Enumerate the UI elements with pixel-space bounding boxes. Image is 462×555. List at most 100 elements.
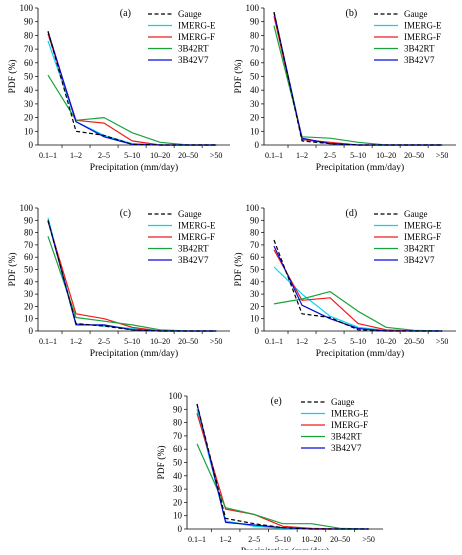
x-tick-label: 2–5: [324, 337, 336, 346]
y-tick-label: 30: [24, 289, 34, 299]
y-axis-title: PDF (%): [156, 445, 167, 479]
x-tick-label: 2–5: [98, 337, 110, 346]
x-tick-label: 1–2: [220, 535, 232, 544]
x-tick-label: 0.1–1: [39, 337, 57, 346]
x-tick-label: 20–50: [178, 151, 198, 160]
y-tick-label: 60: [24, 252, 34, 262]
legend-label: 3B42RT: [178, 244, 209, 254]
chart-panel: 0 10 20 30 40 50 60 70 80 90 100 0.1–1 1–2 2–5 5–10 10–…: [233, 3, 456, 173]
legend-label: 3B42V7: [404, 55, 435, 65]
legend-label: Gauge: [178, 209, 202, 219]
legend-label: IMERG-E: [404, 21, 442, 31]
panel-label: (c): [120, 208, 131, 219]
y-tick-label: 100: [246, 203, 260, 213]
y-axis-title: PDF (%): [233, 59, 244, 93]
y-tick-label: 10: [173, 511, 183, 521]
x-tick-label: 5–10: [124, 151, 140, 160]
x-tick-label: 10–20: [301, 535, 321, 544]
legend-label: IMERG-F: [178, 232, 215, 242]
y-tick-label: 0: [29, 140, 34, 150]
legend-label: IMERG-F: [331, 420, 368, 430]
x-tick-label: 5–10: [350, 151, 366, 160]
x-axis-title: Precipitation (mm/day): [90, 348, 178, 359]
y-tick-label: 30: [250, 99, 260, 109]
y-tick-label: 10: [24, 126, 34, 136]
y-tick-label: 90: [173, 404, 183, 414]
x-axis-title: Precipitation (mm/day): [316, 348, 404, 359]
legend-label: IMERG-F: [404, 232, 441, 242]
series-line-gauge: [196, 403, 369, 530]
y-axis-title: PDF (%): [7, 59, 18, 93]
x-axis-title: Precipitation (mm/day): [316, 162, 404, 173]
y-tick-label: 90: [24, 17, 34, 27]
legend-label: IMERG-E: [178, 21, 216, 31]
y-tick-label: 50: [250, 72, 260, 82]
legend-label: 3B42V7: [178, 55, 209, 65]
x-tick-label: 20–50: [404, 337, 424, 346]
panel-label: (a): [120, 8, 131, 19]
panel-label: (d): [346, 208, 358, 219]
x-tick-label: 1–2: [70, 337, 82, 346]
x-tick-label: 10–20: [376, 151, 396, 160]
legend-label: 3B42V7: [178, 255, 209, 265]
y-tick-label: 20: [173, 497, 183, 507]
y-tick-label: 30: [250, 289, 260, 299]
legend-label: IMERG-E: [178, 221, 216, 231]
y-tick-label: 70: [173, 431, 183, 441]
y-tick-label: 40: [24, 85, 34, 95]
y-tick-label: 90: [250, 215, 260, 225]
y-tick-label: 0: [178, 524, 183, 534]
x-tick-label: 20–50: [404, 151, 424, 160]
series-line-3b42rt: [196, 443, 369, 530]
panel-label: (b): [346, 8, 358, 19]
legend-label: 3B42V7: [404, 255, 435, 265]
y-tick-label: 10: [24, 314, 34, 324]
x-axis-title: Precipitation (mm/day): [90, 162, 178, 173]
y-tick-label: 20: [250, 113, 260, 123]
series-line-gauge: [47, 220, 217, 332]
y-tick-label: 70: [24, 44, 34, 54]
y-tick-label: 40: [173, 471, 183, 481]
y-tick-label: 30: [173, 484, 183, 494]
x-tick-label: 2–5: [324, 151, 336, 160]
x-tick-label: 0.1–1: [265, 151, 283, 160]
x-tick-label: 10–20: [150, 337, 170, 346]
y-tick-label: 60: [173, 444, 183, 454]
y-tick-label: 80: [250, 228, 260, 238]
series-line-3b42rt: [273, 291, 443, 332]
y-tick-label: 0: [29, 326, 34, 336]
y-tick-label: 70: [250, 44, 260, 54]
y-tick-label: 50: [24, 72, 34, 82]
y-tick-label: 90: [24, 215, 34, 225]
y-tick-label: 60: [24, 58, 34, 68]
y-tick-label: 100: [169, 391, 183, 401]
x-tick-label: 20–50: [178, 337, 198, 346]
y-tick-label: 20: [24, 113, 34, 123]
y-tick-label: 20: [24, 301, 34, 311]
y-axis-title: PDF (%): [233, 252, 244, 286]
x-tick-label: 20–50: [330, 535, 350, 544]
x-tick-label: >50: [436, 151, 449, 160]
y-tick-label: 10: [250, 314, 260, 324]
legend-label: Gauge: [404, 209, 428, 219]
x-tick-label: 1–2: [296, 151, 308, 160]
x-tick-label: >50: [210, 337, 223, 346]
y-tick-label: 50: [173, 458, 183, 468]
legend-label: IMERG-F: [178, 32, 215, 42]
legend-label: IMERG-F: [404, 32, 441, 42]
y-tick-label: 40: [250, 85, 260, 95]
chart-panel: 0 10 20 30 40 50 60 70 80 90 100 0.1–1 1–2 2–5 5–10 10–…: [7, 203, 230, 359]
x-tick-label: 10–20: [376, 337, 396, 346]
y-tick-label: 60: [250, 58, 260, 68]
x-tick-label: 2–5: [98, 151, 110, 160]
y-tick-label: 40: [250, 277, 260, 287]
x-tick-label: 1–2: [296, 337, 308, 346]
y-tick-label: 0: [255, 140, 260, 150]
y-tick-label: 60: [250, 252, 260, 262]
x-axis-title: Precipitation (mm/day): [241, 546, 329, 550]
x-tick-label: 1–2: [70, 151, 82, 160]
legend-label: Gauge: [404, 9, 428, 19]
y-tick-label: 0: [255, 326, 260, 336]
series-line-3b42v7: [273, 245, 443, 332]
y-axis-title: PDF (%): [7, 252, 18, 286]
